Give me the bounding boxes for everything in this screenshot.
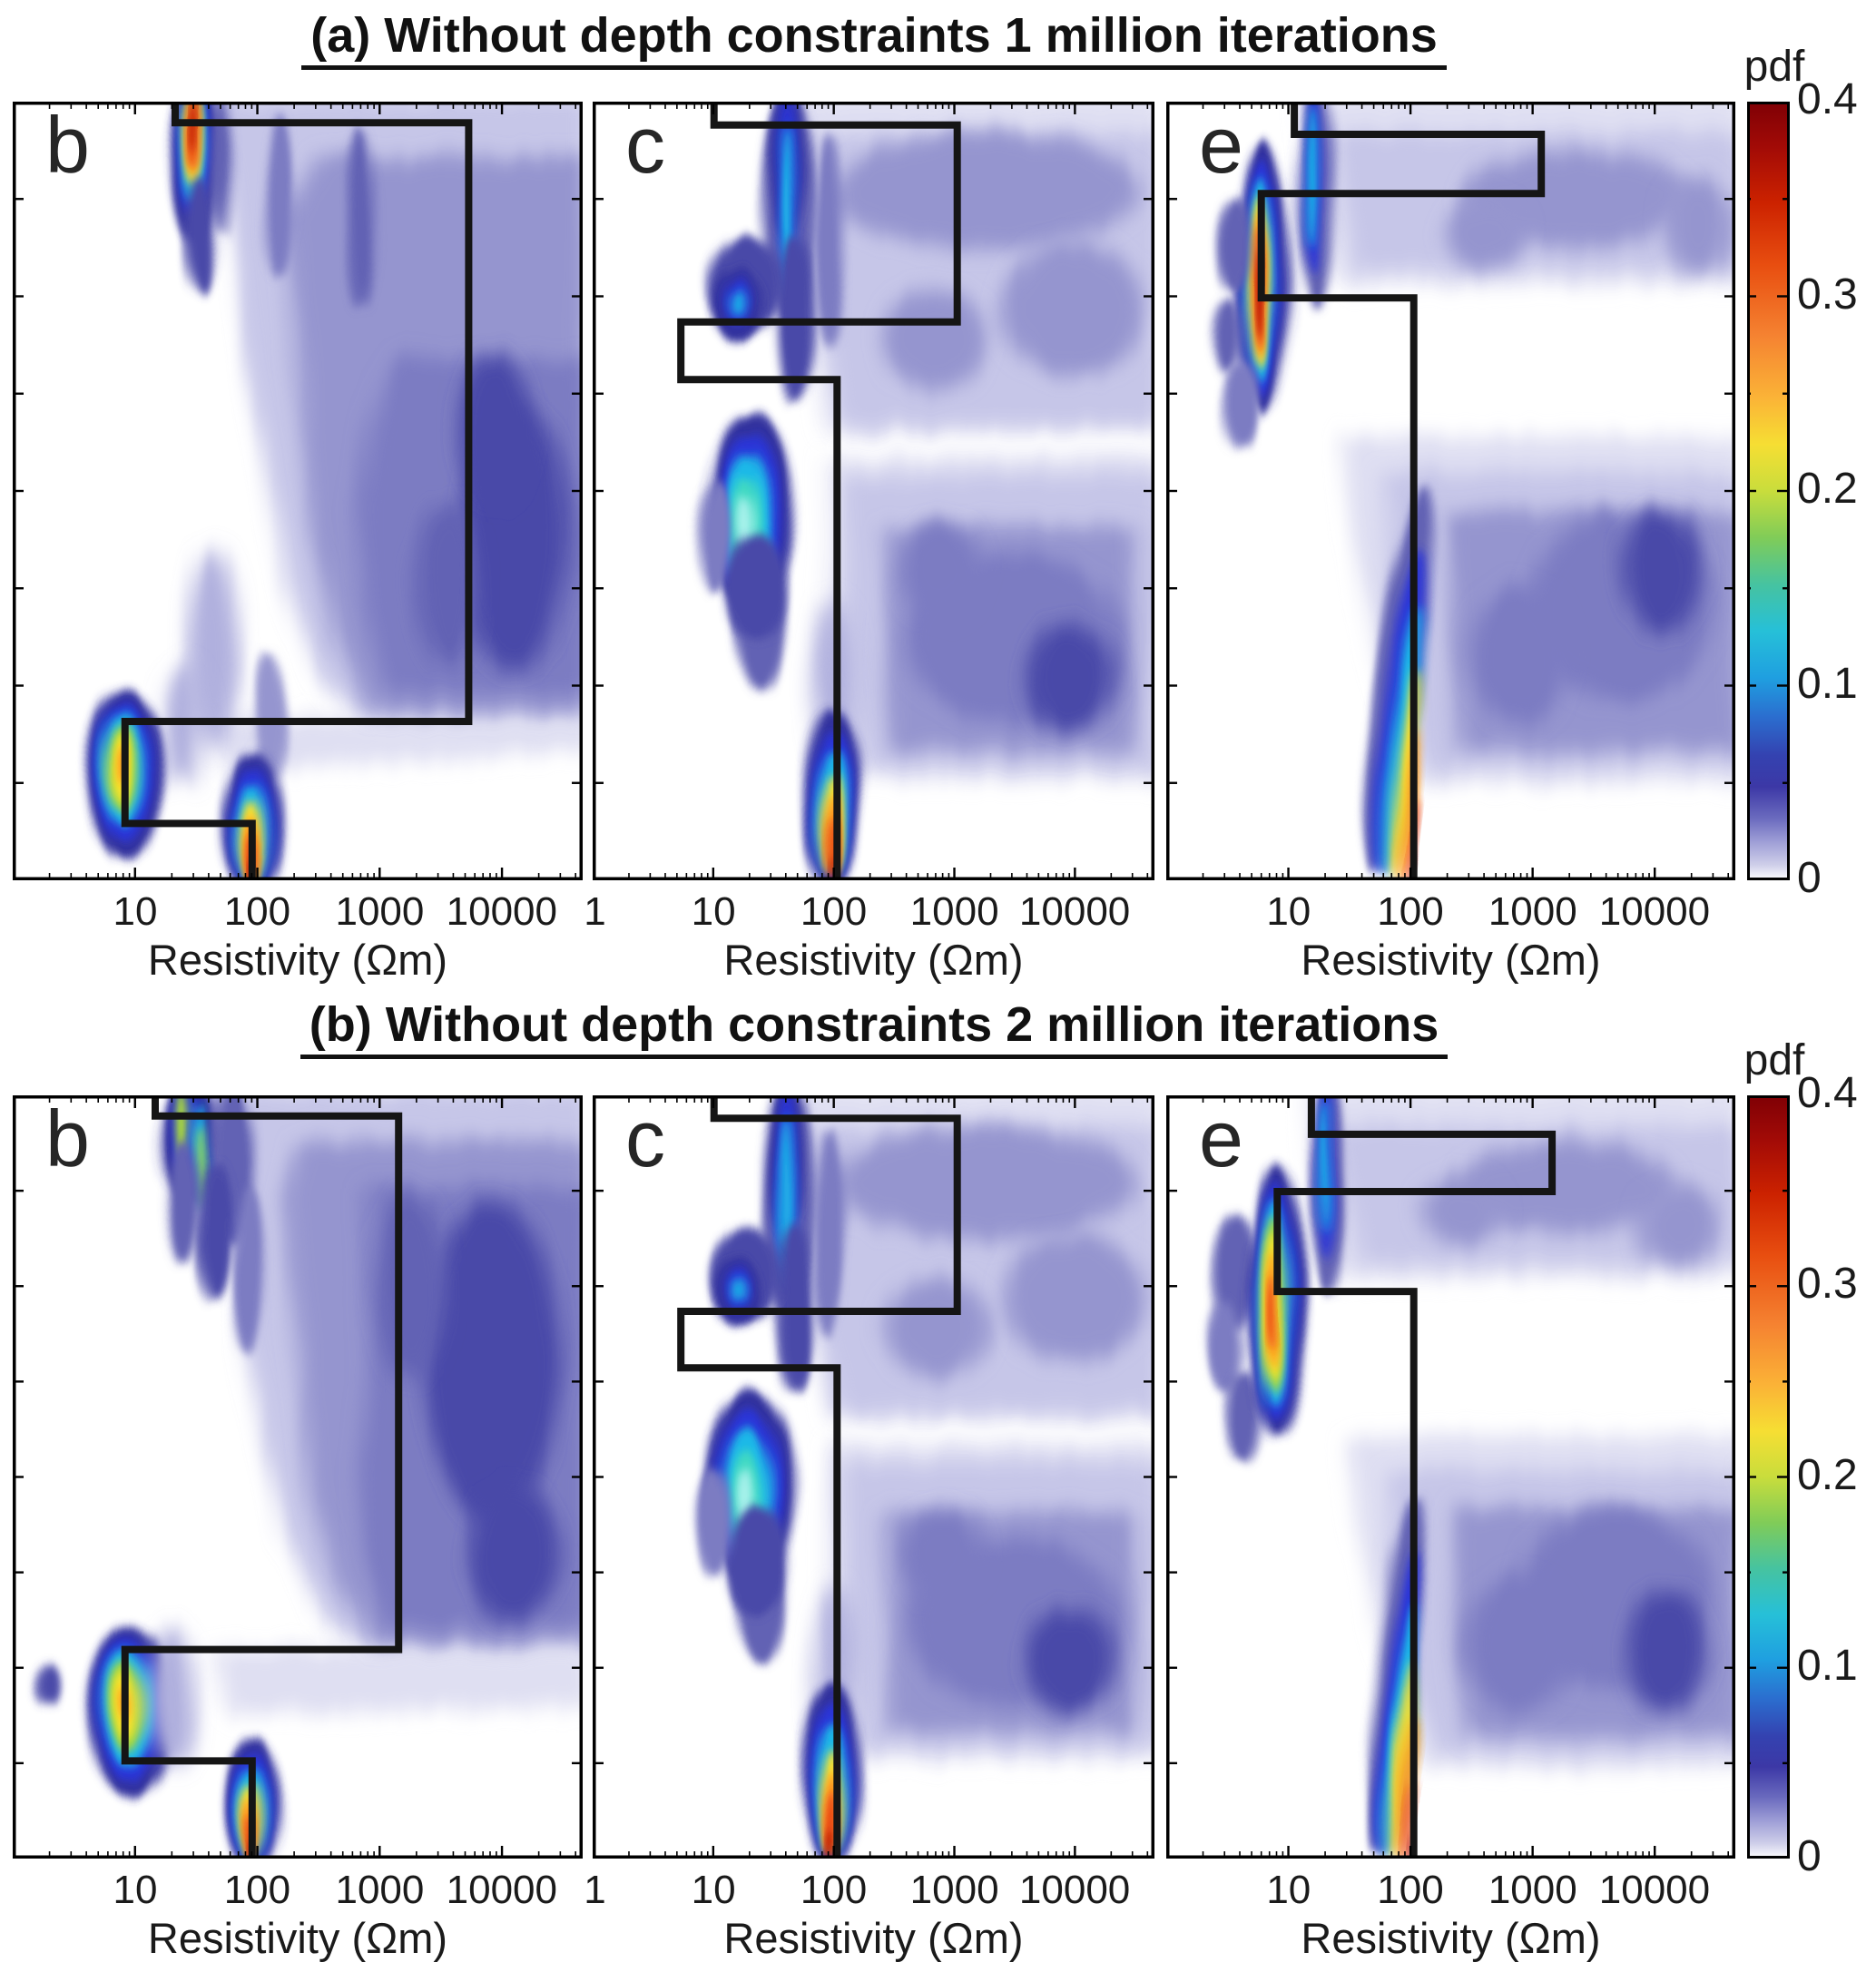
colorbar-tick-label: 0 xyxy=(1797,1832,1822,1880)
colorbar-tick-label: 0.4 xyxy=(1797,75,1858,123)
section-b-title-text: (b) Without depth constraints 2 million … xyxy=(300,997,1449,1059)
panel-b-c: c xyxy=(591,1080,1164,1867)
panel-border xyxy=(593,102,1154,880)
density-heatmap xyxy=(591,1080,1164,1867)
colorbar-tick-label: 0 xyxy=(1797,854,1822,902)
colorbar-tick-label: 0.1 xyxy=(1797,659,1858,708)
pdf-density-field xyxy=(698,1080,1164,1867)
panel-a-c: c xyxy=(591,85,1164,888)
colorbar-tick-label: 0.2 xyxy=(1797,1450,1858,1499)
colorbar-gradient xyxy=(1747,1094,1790,1860)
x-tick-label: 1000 xyxy=(1488,1868,1577,1912)
x-tick-label: 100 xyxy=(800,1868,868,1912)
x-tick-label: 1000 xyxy=(335,889,425,934)
true-model-line xyxy=(1273,1095,1557,1859)
x-tick-label: 1000 xyxy=(909,889,999,934)
x-tick-label: 10 xyxy=(113,889,158,934)
density-plot xyxy=(591,85,1164,888)
panel-border xyxy=(593,1095,1154,1859)
section-b-title: (b) Without depth constraints 2 million … xyxy=(0,996,1748,1059)
colorbar-a xyxy=(1747,100,1790,882)
x-tick-label: 10000 xyxy=(446,1868,557,1912)
colorbar-border xyxy=(1747,102,1790,880)
x-tick-label: 100 xyxy=(1377,889,1444,934)
panel-b-b: b xyxy=(11,1080,592,1873)
colorbar-title: pdf xyxy=(1743,43,1805,91)
x-axis-title: Resistivity (Ωm) xyxy=(147,936,448,984)
pdf-density-field xyxy=(84,78,592,897)
x-axis-title: Resistivity (Ωm) xyxy=(1301,936,1601,984)
density-heatmap xyxy=(591,85,1164,888)
panel-label: e xyxy=(1199,100,1243,190)
x-tick-label: 100 xyxy=(223,889,291,934)
x-tick-label: 10 xyxy=(113,1868,158,1912)
x-tick-label: 10000 xyxy=(1018,1868,1131,1912)
panel-border xyxy=(13,102,583,880)
panel-border xyxy=(1166,102,1735,880)
true-model-line xyxy=(1257,102,1546,880)
colorbar-tick-label: 0.2 xyxy=(1797,465,1858,513)
panel-border xyxy=(1166,1095,1735,1859)
density-heatmap xyxy=(11,78,592,897)
x-tick-label: 10000 xyxy=(1598,1868,1711,1912)
panel-a-e: e xyxy=(1164,78,1744,888)
density-heatmap xyxy=(1164,1072,1744,1867)
x-tick-label: 1000 xyxy=(1488,889,1577,934)
colorbar-gradient xyxy=(1747,100,1790,882)
x-axis-title: Resistivity (Ωm) xyxy=(723,1914,1024,1962)
density-plot xyxy=(11,1080,592,1873)
panel-label: b xyxy=(45,1094,90,1183)
panel-b-e: e xyxy=(1164,1072,1744,1867)
pdf-density-field xyxy=(36,1080,592,1873)
colorbar-tick-label: 0.4 xyxy=(1797,1069,1858,1117)
colorbar-border xyxy=(1747,1095,1790,1859)
panel-border xyxy=(13,1095,583,1859)
pdf-density-field xyxy=(698,85,1164,888)
colorbar-b xyxy=(1747,1094,1790,1860)
panel-a-b: b xyxy=(11,78,592,897)
x-tick-label: 100 xyxy=(800,889,868,934)
true-model-line xyxy=(121,1095,403,1859)
x-tick-label: 10 xyxy=(1266,1868,1311,1912)
true-model-line xyxy=(677,1095,961,1859)
x-axis-title: Resistivity (Ωm) xyxy=(1301,1914,1601,1962)
pdf-density-field xyxy=(1213,78,1744,888)
pdf-density-field xyxy=(1210,1072,1744,1867)
density-heatmap xyxy=(1164,78,1744,888)
x-tick-label: 100 xyxy=(223,1868,291,1912)
colorbar-tick-label: 0.3 xyxy=(1797,1260,1858,1309)
colorbar-tick-label: 0.3 xyxy=(1797,270,1858,319)
x-tick-label: 10 xyxy=(1266,889,1311,934)
colorbar-tick-label: 0.1 xyxy=(1797,1641,1858,1690)
x-tick-label: 1 xyxy=(584,1868,606,1912)
x-tick-label: 10 xyxy=(691,1868,736,1912)
panel-label: c xyxy=(625,100,665,190)
x-tick-label: 10000 xyxy=(1598,889,1711,934)
section-a-title-text: (a) Without depth constraints 1 million … xyxy=(301,8,1447,70)
density-plot xyxy=(11,78,592,897)
x-tick-label: 1 xyxy=(584,889,606,934)
section-a-title: (a) Without depth constraints 1 million … xyxy=(0,7,1748,70)
panel-label: e xyxy=(1199,1094,1243,1183)
x-tick-label: 10 xyxy=(691,889,736,934)
true-model-line xyxy=(121,102,473,880)
panel-label: c xyxy=(625,1094,665,1183)
density-plot xyxy=(1164,78,1744,888)
density-plot xyxy=(1164,1072,1744,1867)
x-tick-label: 10000 xyxy=(1018,889,1131,934)
x-axis-title: Resistivity (Ωm) xyxy=(723,936,1024,984)
colorbar-title: pdf xyxy=(1743,1036,1805,1084)
x-tick-label: 100 xyxy=(1377,1868,1444,1912)
density-plot xyxy=(591,1080,1164,1867)
x-tick-label: 1000 xyxy=(335,1868,425,1912)
true-model-line xyxy=(677,102,961,880)
x-axis-title: Resistivity (Ωm) xyxy=(147,1914,448,1962)
panel-label: b xyxy=(45,100,90,190)
x-tick-label: 1000 xyxy=(909,1868,999,1912)
x-tick-label: 10000 xyxy=(446,889,557,934)
density-heatmap xyxy=(11,1080,592,1873)
